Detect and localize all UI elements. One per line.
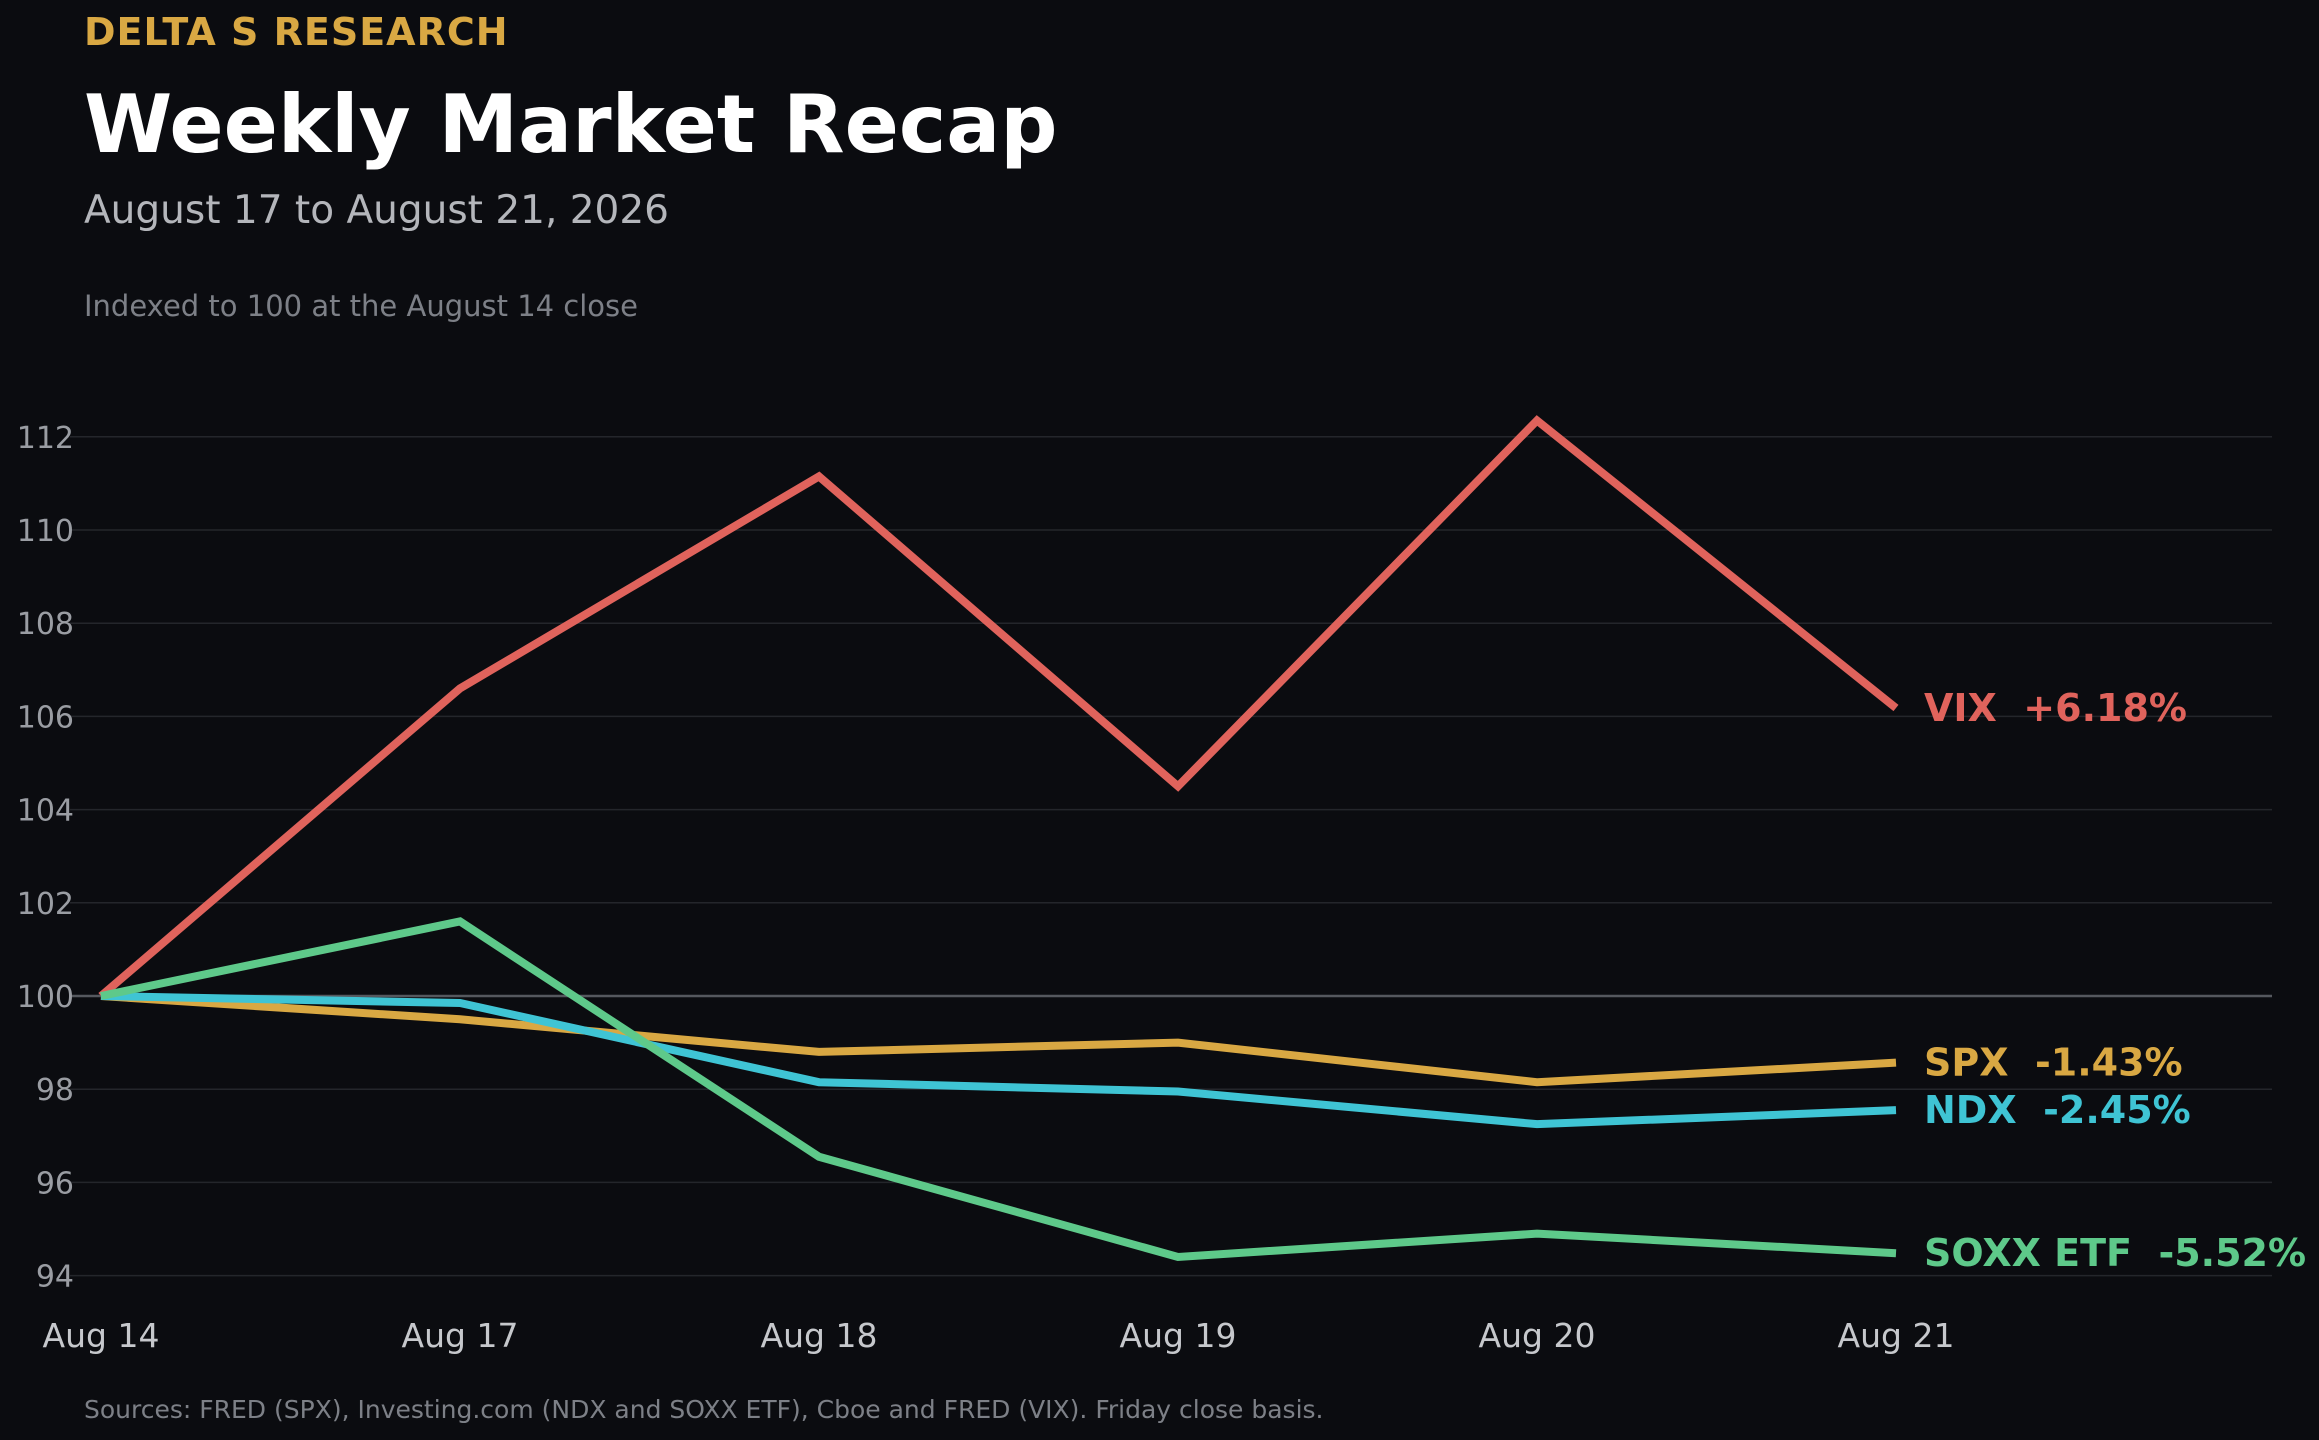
x-tick-label: Aug 17 [402, 1316, 519, 1355]
grid-layer [70, 436, 2272, 1277]
end-label-soxx-etf: SOXX ETF -5.52% [1924, 1231, 2306, 1275]
end-label-ndx: NDX -2.45% [1924, 1088, 2191, 1132]
series-line-ndx [100, 992, 1897, 1129]
y-tick-label: 98 [36, 1073, 74, 1108]
end-label-vix: VIX +6.18% [1924, 686, 2187, 730]
y-axis-ticks: 94 96 98 100 102 104 106 108 110 112 [17, 421, 74, 1295]
x-tick-label: Aug 19 [1120, 1316, 1237, 1355]
y-tick-label: 112 [17, 421, 74, 456]
end-label-spx: SPX -1.43% [1924, 1041, 2183, 1085]
series-layer [98, 415, 1899, 1261]
index-note: Indexed to 100 at the August 14 close [84, 289, 639, 323]
x-tick-label: Aug 21 [1838, 1316, 1955, 1355]
x-tick-label: Aug 14 [43, 1316, 160, 1355]
y-tick-label: 106 [17, 700, 74, 735]
y-tick-label: 96 [36, 1166, 74, 1201]
x-tick-label: Aug 18 [761, 1316, 878, 1355]
brand-label: DELTA S RESEARCH [84, 10, 509, 54]
x-tick-label: Aug 20 [1479, 1316, 1596, 1355]
y-tick-label: 110 [17, 514, 74, 549]
y-tick-label: 102 [17, 887, 74, 922]
y-tick-label: 100 [17, 980, 74, 1015]
x-axis-ticks: Aug 14 Aug 17 Aug 18 Aug 19 Aug 20 Aug 21 [43, 1316, 1955, 1355]
chart-title: Weekly Market Recap [84, 78, 1058, 171]
series-line-soxx-etf [100, 917, 1897, 1261]
end-labels: VIX +6.18% SPX -1.43%NDX -2.45% SOXX ETF -… [1924, 686, 2306, 1275]
series-line-spx [100, 992, 1897, 1087]
series-line-vix [98, 415, 1899, 1000]
y-tick-label: 104 [17, 794, 74, 829]
source-note: Sources: FRED (SPX), Investing.com (NDX … [84, 1395, 1324, 1424]
y-tick-label: 94 [36, 1260, 74, 1295]
chart-subtitle: August 17 to August 21, 2026 [84, 188, 669, 233]
y-tick-label: 108 [17, 607, 74, 642]
